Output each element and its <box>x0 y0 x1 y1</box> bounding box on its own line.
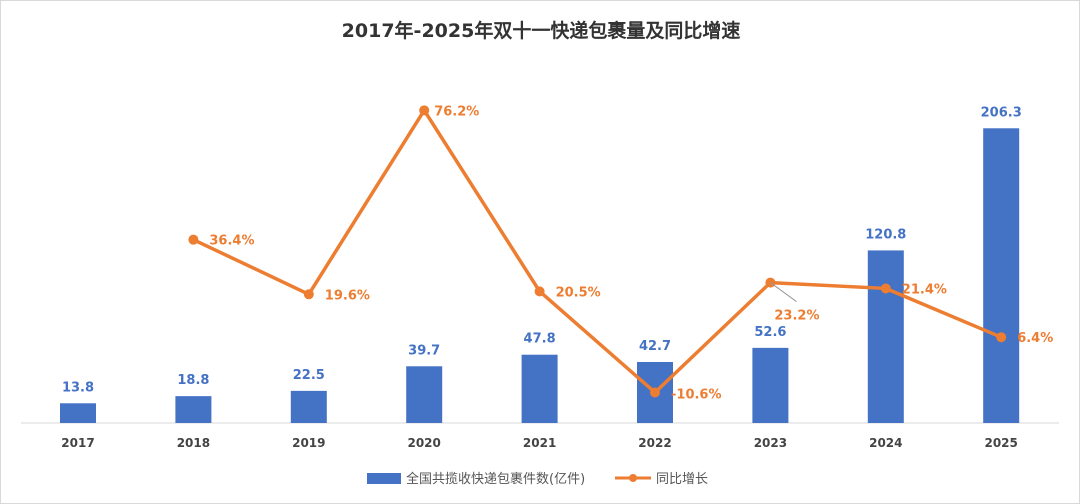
bar-2019 <box>290 390 327 423</box>
legend-line-marker <box>629 474 637 482</box>
leader-line-2023 <box>770 282 797 302</box>
growth-label-2018: 36.4% <box>209 234 254 249</box>
x-tick-2023: 2023 <box>754 436 787 450</box>
legend-bar-label: 全国共揽收快递包裹件数(亿件) <box>406 471 585 487</box>
legend-bar-swatch <box>367 473 401 484</box>
growth-point-2021 <box>534 286 545 297</box>
growth-point-2025 <box>996 332 1007 343</box>
x-tick-2020: 2020 <box>407 436 440 450</box>
legend-line-label: 同比增长 <box>656 472 708 487</box>
bar-2024 <box>867 250 904 423</box>
bar-2018 <box>175 396 212 423</box>
bar-label-2023: 52.6 <box>754 325 786 340</box>
x-tick-2018: 2018 <box>177 436 210 450</box>
growth-point-2018 <box>188 234 199 245</box>
x-tick-2022: 2022 <box>638 436 671 450</box>
growth-label-2021: 20.5% <box>556 285 601 300</box>
bar-label-2021: 47.8 <box>524 332 556 347</box>
bar-2025 <box>983 128 1020 423</box>
bar-2017 <box>60 403 96 423</box>
growth-label-2020: 76.2% <box>434 104 479 119</box>
growth-point-2022 <box>650 387 660 398</box>
bar-label-2022: 42.7 <box>639 339 671 354</box>
growth-label-2025: 6.4% <box>1017 331 1053 346</box>
bar-label-2017: 13.8 <box>62 380 94 395</box>
bar-2020 <box>406 366 443 423</box>
legend: 全国共揽收快递包裹件数(亿件) 同比增长 <box>367 471 708 487</box>
x-tick-2021: 2021 <box>523 436 556 450</box>
x-tick-2017: 2017 <box>61 436 94 450</box>
bar-2023 <box>752 347 789 423</box>
bar-label-2024: 120.8 <box>865 227 906 242</box>
growth-label-2023: 23.2% <box>774 309 819 324</box>
growth-point-2024 <box>880 283 891 294</box>
bar-label-2019: 22.5 <box>293 368 325 383</box>
growth-point-2020 <box>419 105 430 116</box>
bar-label-2025: 206.3 <box>981 105 1022 120</box>
growth-point-2019 <box>303 289 314 300</box>
bar-label-2018: 18.8 <box>177 373 209 388</box>
bar-label-2020: 39.7 <box>408 343 440 358</box>
growth-line <box>192 108 1002 395</box>
chart-title: 2017年-2025年双十一快递包裹量及同比增速 <box>342 19 741 42</box>
x-tick-2019: 2019 <box>292 436 325 450</box>
growth-label-2024: 21.4% <box>902 282 947 297</box>
bar-2021 <box>521 354 558 423</box>
growth-label-2019: 19.6% <box>325 288 370 303</box>
x-tick-2025: 2025 <box>984 436 1017 450</box>
x-tick-2024: 2024 <box>869 436 902 450</box>
growth-label-2022: -10.6% <box>671 387 722 402</box>
